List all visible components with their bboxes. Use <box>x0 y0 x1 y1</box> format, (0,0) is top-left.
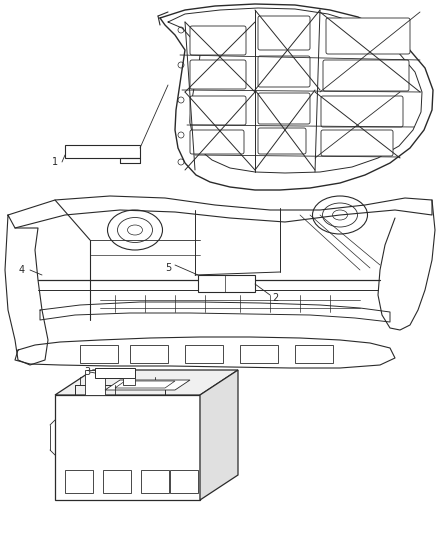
Text: 1: 1 <box>52 157 58 167</box>
Polygon shape <box>198 275 255 292</box>
Polygon shape <box>105 380 190 390</box>
FancyBboxPatch shape <box>258 16 310 50</box>
Polygon shape <box>295 345 333 363</box>
FancyBboxPatch shape <box>321 130 393 156</box>
FancyBboxPatch shape <box>258 128 306 154</box>
Polygon shape <box>55 395 200 500</box>
Polygon shape <box>240 345 278 363</box>
Text: 5: 5 <box>165 263 171 273</box>
Polygon shape <box>141 470 169 493</box>
Polygon shape <box>200 370 238 500</box>
FancyBboxPatch shape <box>258 56 310 87</box>
FancyBboxPatch shape <box>190 96 246 125</box>
Polygon shape <box>103 470 131 493</box>
Polygon shape <box>170 470 198 493</box>
FancyBboxPatch shape <box>190 26 246 55</box>
Polygon shape <box>80 345 118 363</box>
FancyBboxPatch shape <box>190 60 246 89</box>
Polygon shape <box>85 370 105 395</box>
FancyBboxPatch shape <box>321 96 403 127</box>
Polygon shape <box>65 145 140 158</box>
Polygon shape <box>115 381 175 388</box>
FancyBboxPatch shape <box>323 60 409 91</box>
Text: 4: 4 <box>19 265 25 275</box>
FancyBboxPatch shape <box>258 93 310 124</box>
Text: 2: 2 <box>272 293 278 303</box>
Polygon shape <box>130 345 168 363</box>
Polygon shape <box>185 345 223 363</box>
Text: 3: 3 <box>84 367 90 377</box>
FancyBboxPatch shape <box>190 130 244 154</box>
Polygon shape <box>123 378 135 385</box>
FancyBboxPatch shape <box>326 18 410 54</box>
Polygon shape <box>65 470 93 493</box>
Polygon shape <box>55 370 238 395</box>
Polygon shape <box>95 368 135 378</box>
